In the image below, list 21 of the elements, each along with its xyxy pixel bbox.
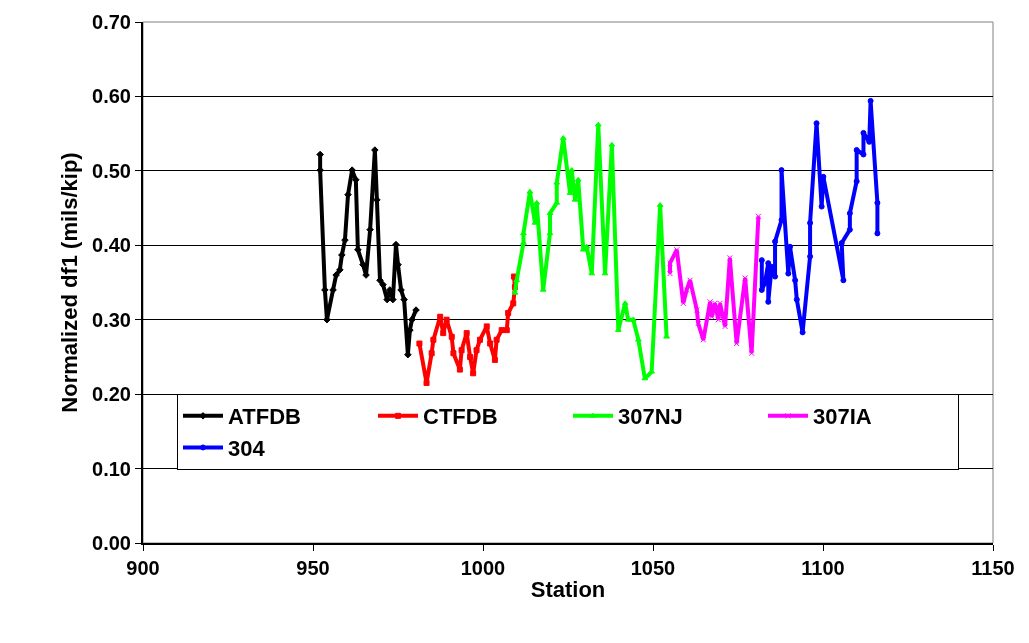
y-tick-label: 0.60: [92, 85, 131, 108]
x-axis-title: Station: [530, 577, 606, 603]
x-tick-label: 1100: [801, 557, 845, 579]
legend-label: 307NJ: [618, 404, 683, 430]
x-tick-label: 1000: [460, 557, 506, 579]
y-tick-label: 0.10: [92, 457, 131, 480]
x-tick-label: 1050: [630, 557, 676, 579]
legend-label: ATFDB: [228, 404, 301, 430]
x-tick-label: 1150: [971, 557, 1015, 579]
y-tick-label: 0.20: [92, 383, 131, 406]
y-tick-label: 0.30: [92, 308, 131, 331]
y-tick-label: 0.70: [92, 11, 131, 33]
x-tick-label: 950: [296, 557, 330, 579]
y-tick-label: 0.50: [92, 159, 131, 182]
legend-label: 304: [228, 436, 266, 462]
legend-label: 307IA: [813, 404, 872, 430]
y-axis-title: Normalized df1 (mils/kip): [57, 152, 83, 413]
legend-label: CTFDB: [423, 404, 498, 430]
x-tick-label: 900: [126, 557, 160, 579]
y-tick-label: 0.40: [92, 234, 131, 257]
y-tick-label: 0.00: [92, 532, 131, 554]
